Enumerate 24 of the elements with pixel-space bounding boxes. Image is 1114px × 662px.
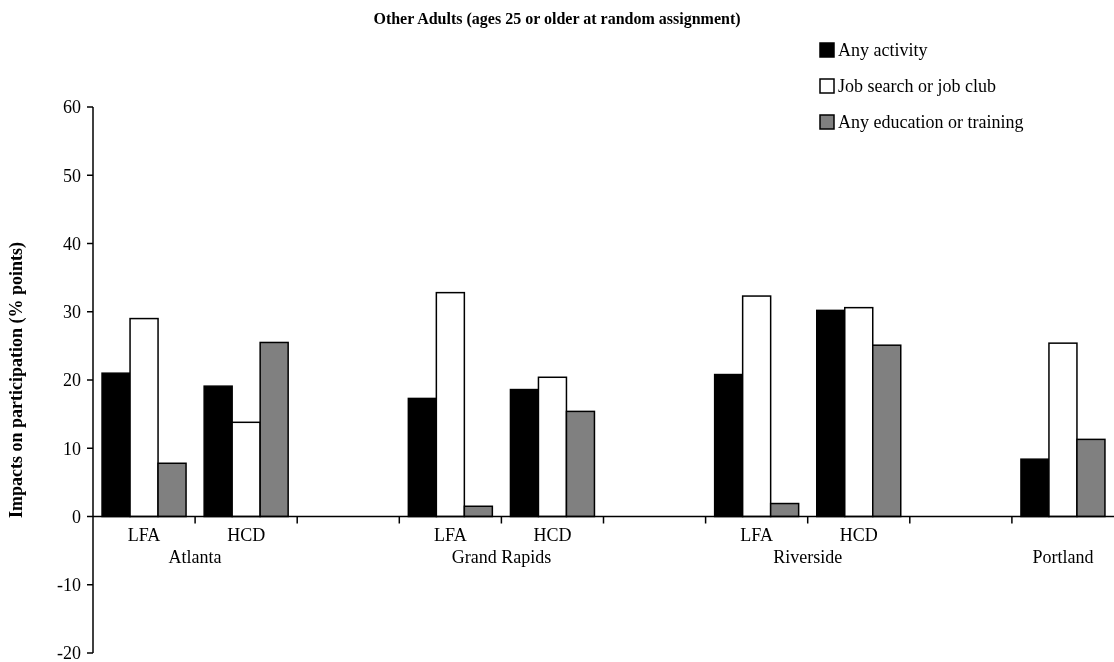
x-tick-label: HCD: [839, 524, 878, 545]
y-tick-label: 40: [63, 233, 81, 254]
x-tick-label: LFA: [434, 524, 467, 545]
x-tick-label: HCD: [227, 524, 266, 545]
y-tick-label: -10: [57, 575, 81, 596]
y-tick-label: 20: [63, 370, 81, 391]
y-tick-label: -20: [57, 643, 81, 662]
legend-label: Any activity: [838, 40, 928, 61]
x-tick-label: LFA: [740, 524, 773, 545]
y-axis-title: Impacts on participation (% points): [6, 241, 27, 519]
legend-label: Any education or training: [838, 112, 1024, 133]
annotation: Portland: [1032, 546, 1094, 567]
y-tick-label: 60: [63, 97, 81, 118]
annotation: Riverside: [773, 546, 843, 567]
y-tick-label: 0: [72, 506, 81, 527]
legend-label: Job search or job club: [838, 76, 996, 97]
chart-title: Other Adults (ages 25 or older at random assignment): [373, 10, 741, 28]
y-tick-label: 10: [63, 438, 81, 459]
x-tick-label: LFA: [127, 524, 161, 545]
y-tick-label: 30: [63, 302, 81, 323]
annotation: Grand Rapids: [451, 546, 552, 567]
y-tick-label: 50: [63, 165, 81, 186]
x-tick-label: HCD: [533, 524, 572, 545]
annotation: Atlanta: [168, 546, 222, 567]
